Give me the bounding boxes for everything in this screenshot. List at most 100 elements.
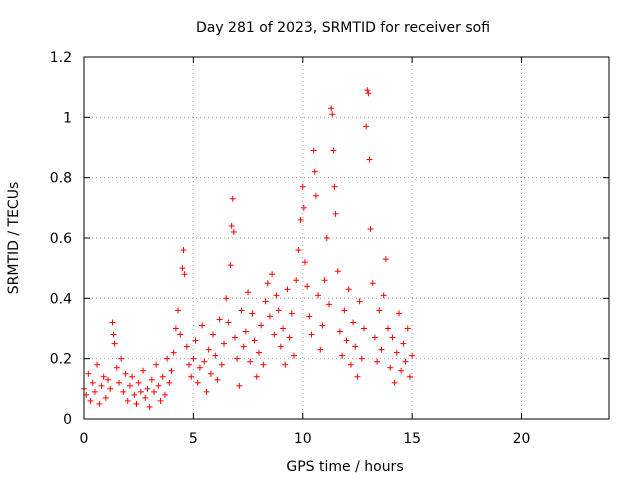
data-point [194, 379, 201, 386]
data-point [116, 379, 122, 386]
y-tick-labels: 0 0.2 0.4 0.6 0.8 1 1.2 [50, 50, 72, 428]
y-tick-label: 0.8 [50, 171, 72, 187]
data-point [311, 168, 318, 175]
data-point [118, 355, 125, 362]
data-point [319, 322, 326, 329]
data-point [269, 271, 276, 278]
axis-ticks [83, 56, 609, 420]
data-point [330, 147, 337, 154]
data-point [402, 358, 409, 365]
data-point [328, 105, 335, 112]
data-point [326, 301, 332, 308]
chart-title: Day 281 of 2023, SRMTID for receiver sof… [196, 20, 490, 36]
data-point [400, 340, 407, 347]
data-point [367, 225, 374, 232]
data-point [236, 382, 243, 389]
data-point [300, 204, 307, 211]
data-point [282, 361, 289, 368]
data-point [306, 313, 313, 320]
data-point [291, 352, 297, 359]
data-point [334, 268, 341, 275]
data-point [398, 367, 405, 374]
data-point [385, 325, 392, 332]
data-point [329, 111, 336, 118]
data-point [343, 337, 350, 344]
data-point [181, 271, 188, 278]
data-point [389, 334, 396, 341]
data-point [180, 247, 187, 254]
data-point [218, 361, 225, 368]
data-point [155, 382, 162, 389]
data-point [288, 310, 295, 317]
data-point [96, 400, 103, 407]
data-point [365, 90, 372, 97]
data-point [284, 286, 291, 293]
data-point [264, 280, 271, 287]
grid-lines [84, 57, 609, 419]
data-point [301, 259, 308, 266]
data-point [113, 364, 120, 371]
data-point [142, 394, 149, 401]
data-point [293, 277, 300, 284]
data-point [157, 397, 164, 404]
data-point [228, 222, 235, 229]
data-point [258, 322, 265, 329]
y-tick-label: 0.6 [50, 231, 72, 247]
y-tick-label: 1.2 [50, 50, 72, 66]
data-point [87, 397, 94, 404]
data-point [366, 156, 373, 163]
data-point [396, 310, 402, 317]
data-point [105, 376, 112, 383]
data-point [214, 376, 221, 383]
data-point [91, 388, 98, 395]
y-tick-label: 0.4 [50, 291, 72, 307]
data-point [122, 370, 129, 377]
data-point [376, 307, 383, 314]
data-point [332, 210, 339, 217]
data-point [262, 298, 269, 305]
data-point [393, 349, 400, 356]
data-point [238, 307, 245, 314]
data-point [85, 370, 92, 377]
data-point [308, 331, 315, 338]
data-point [231, 334, 238, 341]
data-point [345, 286, 352, 293]
data-point [190, 355, 197, 362]
data-point [378, 346, 385, 353]
data-point [321, 277, 328, 284]
data-point [341, 307, 348, 314]
x-tick-label: 10 [294, 431, 312, 447]
data-point [207, 370, 214, 377]
data-point [240, 343, 247, 350]
x-tick-label: 15 [403, 431, 421, 447]
data-points [81, 87, 416, 410]
data-point [183, 343, 190, 350]
data-point [409, 352, 416, 359]
data-point [245, 289, 252, 296]
y-tick-label: 0 [63, 412, 72, 428]
data-point [304, 283, 311, 290]
data-point [361, 325, 367, 332]
data-point [286, 334, 293, 341]
data-point [120, 388, 127, 395]
data-point [216, 316, 223, 323]
x-tick-label: 20 [513, 431, 531, 447]
data-point [129, 373, 136, 380]
data-point [192, 337, 199, 344]
data-point [310, 147, 317, 154]
data-point [273, 292, 280, 299]
data-point [350, 319, 357, 326]
data-point [256, 349, 262, 356]
data-point [124, 397, 131, 404]
data-point [144, 385, 151, 392]
data-point [266, 313, 273, 320]
data-point [177, 331, 184, 338]
data-point [107, 385, 114, 392]
data-point [188, 373, 195, 380]
data-point [159, 373, 166, 380]
data-point [277, 343, 284, 350]
data-point [109, 319, 116, 326]
data-point [364, 87, 371, 94]
data-point [317, 346, 324, 353]
data-point [140, 367, 147, 374]
